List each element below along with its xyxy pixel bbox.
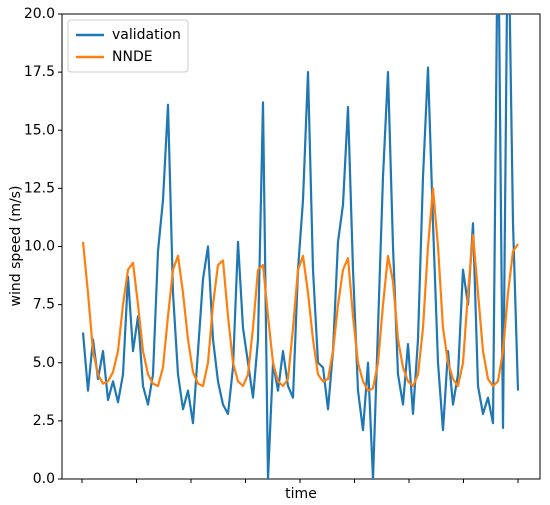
- y-tick-label: 15.0: [24, 122, 55, 138]
- y-tick-label: 5.0: [33, 355, 55, 371]
- y-tick-label: 12.5: [24, 180, 55, 196]
- line-series: [81, 187, 519, 392]
- line-series: [81, 14, 520, 479]
- plot-frame: [61, 13, 541, 480]
- y-axis-label: wind speed (m/s): [8, 186, 24, 307]
- y-tick-label: 2.5: [33, 413, 55, 429]
- x-axis-label: time: [285, 486, 317, 502]
- y-tick-label: 0.0: [33, 471, 55, 487]
- y-tick-label: 7.5: [33, 297, 55, 313]
- plot-lines: [81, 14, 520, 479]
- legend-box: [67, 19, 189, 73]
- legend-label: validation: [112, 27, 181, 43]
- y-tick-label: 10.0: [24, 239, 55, 255]
- legend-label: NNDE: [112, 49, 153, 65]
- y-tick-label: 17.5: [24, 64, 55, 80]
- y-tick-label: 20.0: [24, 6, 55, 22]
